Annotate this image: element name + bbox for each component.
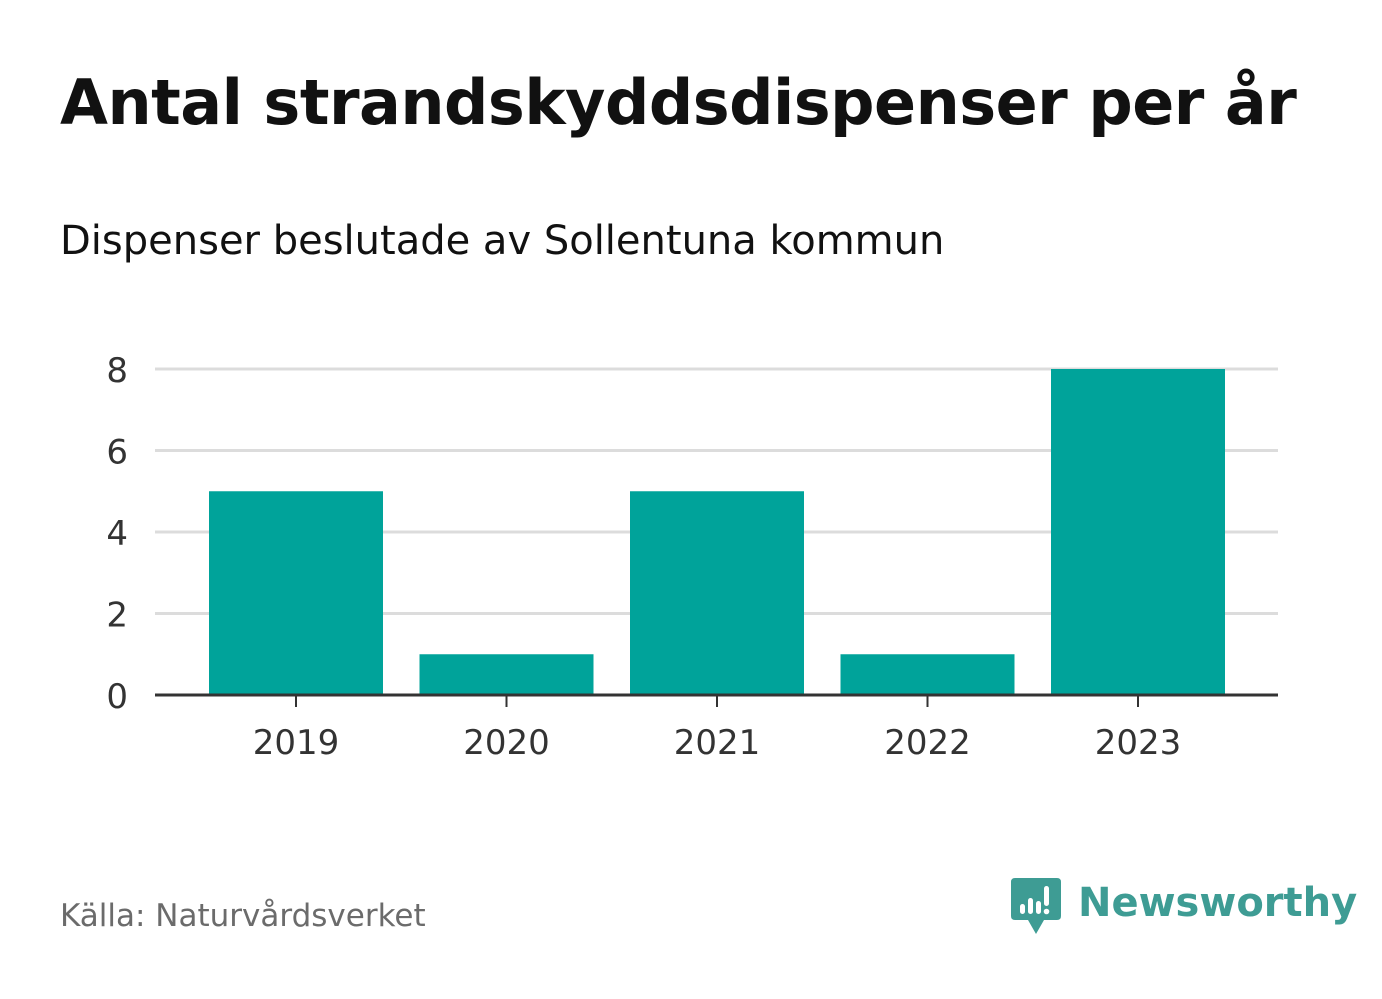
y-tick-label: 8 [106,351,128,391]
x-tick-label: 2022 [884,723,971,763]
bar-2022 [840,654,1015,695]
axes: 0 2 4 6 8 2019 2020 2021 2022 2023 [106,351,1278,763]
x-tick-label: 2019 [253,723,340,763]
bars [209,369,1225,695]
x-tick-label: 2020 [463,723,550,763]
x-tick-label: 2021 [674,723,761,763]
bar-2023 [1051,369,1225,695]
y-tick-label: 0 [106,677,128,717]
chart-subtitle: Dispenser beslutade av Sollentuna kommun [60,218,945,264]
bar-2021 [630,491,804,695]
y-tick-label: 4 [106,514,128,554]
newsworthy-logo: Newsworthy [1010,876,1357,938]
newsworthy-logo-icon [1011,878,1061,934]
x-tick-label: 2023 [1095,723,1182,763]
bar-2019 [209,491,383,695]
brand-name: Newsworthy [1078,880,1358,926]
y-tick-label: 2 [106,596,128,636]
source-note: Källa: Naturvårdsverket [60,898,426,934]
chart-title: Antal strandskyddsdispenser per år [60,66,1297,139]
bar-2020 [419,654,594,695]
y-tick-label: 6 [106,433,128,473]
